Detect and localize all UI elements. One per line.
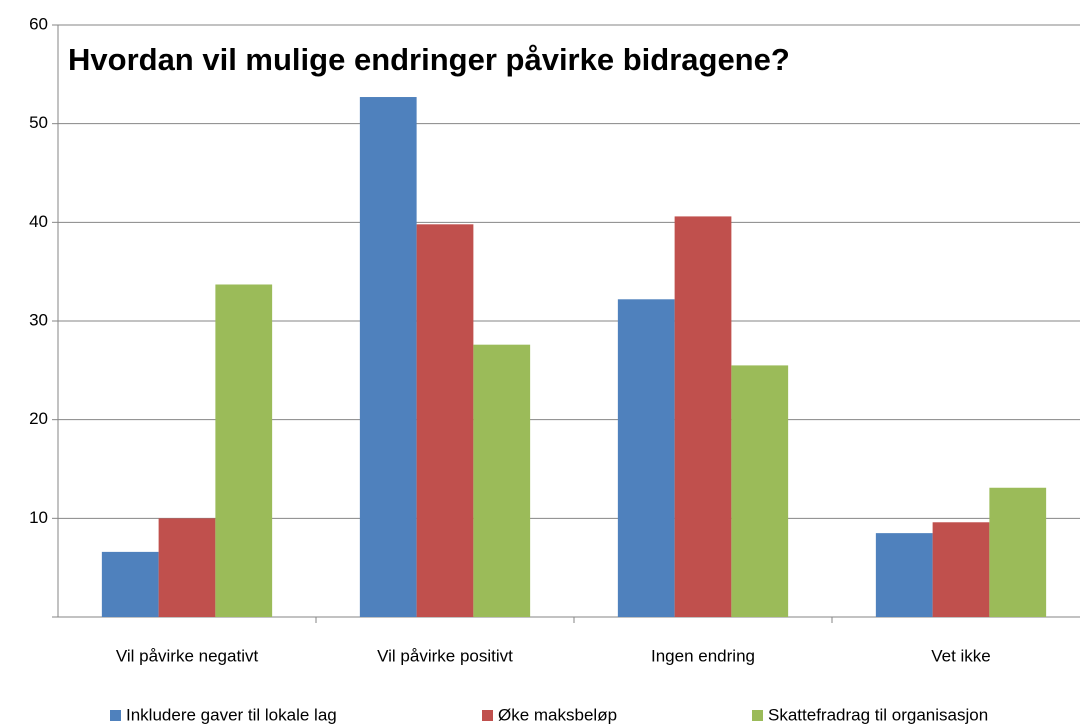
x-tick-label: Vil påvirke negativt — [116, 646, 259, 665]
x-tick-label: Vet ikke — [931, 646, 991, 665]
y-tick-label: 50 — [29, 113, 48, 132]
bar — [158, 518, 216, 617]
legend-label: Inkludere gaver til lokale lag — [126, 705, 337, 724]
legend-label: Skattefradrag til organisasjon — [768, 705, 988, 724]
bar — [989, 487, 1047, 617]
bar — [416, 224, 474, 617]
x-tick-label: Ingen endring — [651, 646, 755, 665]
y-tick-label: 60 — [29, 14, 48, 33]
bar — [932, 522, 990, 617]
y-tick-label: 20 — [29, 409, 48, 428]
bar — [731, 365, 789, 617]
bar — [101, 551, 159, 617]
bar — [473, 344, 531, 617]
legend-label: Øke maksbeløp — [498, 705, 617, 724]
bar — [359, 97, 417, 617]
bar — [215, 284, 273, 617]
legend-swatch — [110, 710, 121, 721]
legend-swatch — [752, 710, 763, 721]
y-tick-label: 10 — [29, 508, 48, 527]
bar — [875, 533, 933, 617]
legend-swatch — [482, 710, 493, 721]
y-tick-label: 40 — [29, 212, 48, 231]
bar — [674, 216, 732, 617]
chart-title: Hvordan vil mulige endringer påvirke bid… — [68, 42, 790, 77]
x-tick-label: Vil påvirke positivt — [377, 646, 513, 665]
y-tick-label: 30 — [29, 310, 48, 329]
bar — [617, 299, 675, 617]
